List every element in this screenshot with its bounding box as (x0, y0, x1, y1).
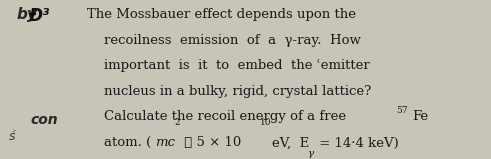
Text: atom. (: atom. ( (104, 136, 151, 149)
Text: con: con (30, 113, 58, 127)
Text: Ð³: Ð³ (28, 7, 50, 25)
Text: The Mossbauer effect depends upon the: The Mossbauer effect depends upon the (87, 8, 356, 21)
Text: = 14·4 keV): = 14·4 keV) (315, 136, 399, 149)
Text: γ: γ (308, 149, 314, 158)
Text: recoilness  emission  of  a  γ-ray.  How: recoilness emission of a γ-ray. How (104, 34, 361, 47)
Text: by: by (16, 7, 37, 22)
Text: Fe: Fe (412, 110, 429, 123)
Text: nucleus in a bulky, rigid, crystal lattice?: nucleus in a bulky, rigid, crystal latti… (104, 85, 371, 98)
Text: 57: 57 (396, 106, 408, 115)
Text: 2: 2 (175, 118, 180, 127)
Text: ś: ś (9, 130, 15, 143)
Text: mc: mc (155, 136, 175, 149)
Text: Calculate the recoil energy of a free: Calculate the recoil energy of a free (104, 110, 346, 123)
Text: important  is  it  to  embed  the ʿemitter: important is it to embed the ʿemitter (104, 59, 370, 72)
Text: ≅ 5 × 10: ≅ 5 × 10 (180, 136, 241, 149)
Text: 10: 10 (260, 118, 272, 127)
Text: eV,  E: eV, E (273, 136, 310, 149)
